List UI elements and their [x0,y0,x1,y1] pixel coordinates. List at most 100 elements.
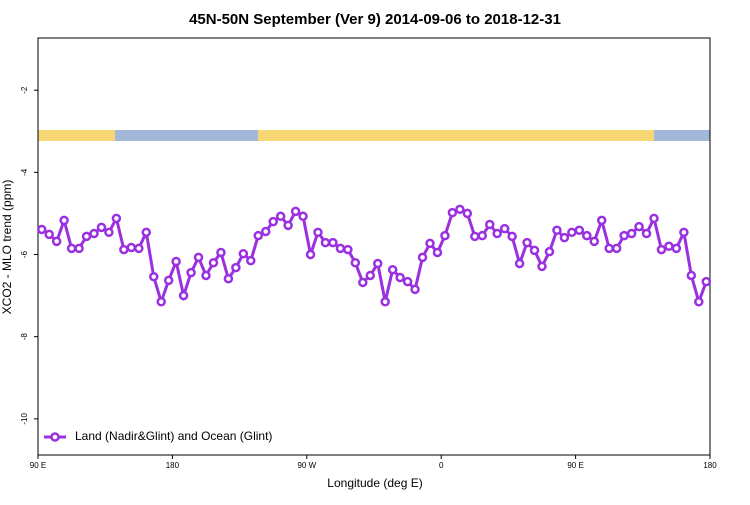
data-point [51,236,62,247]
data-point [328,237,338,248]
x-tick-label: 180 [166,461,180,470]
data-point [380,297,390,307]
data-point [208,257,219,268]
data-point [567,227,577,238]
data-point [104,227,114,238]
data-point [201,270,211,281]
data-point [358,277,368,288]
data-point [59,215,69,226]
data-point [402,276,413,287]
data-point [522,237,532,248]
data-point [119,244,129,255]
data-point [126,242,137,253]
land-band [258,130,654,141]
data-point [440,230,450,241]
data-point [275,211,286,222]
data-point [313,227,323,238]
data-point [89,228,99,239]
data-point [66,243,77,254]
data-point [148,271,159,282]
y-tick-label: -10 [20,413,29,425]
data-point [283,220,293,231]
data-point [559,232,570,243]
chart-title: 45N-50N September (Ver 9) 2014-09-06 to … [189,11,561,28]
plot-frame [37,37,711,456]
land-band [38,130,115,141]
data-point [499,223,510,234]
data-point [298,211,308,222]
data-point [335,243,346,254]
data-point [36,224,47,235]
data-point [365,270,376,281]
data-point [425,238,435,249]
data-point [484,219,495,230]
land-ocean-strip [38,130,710,141]
data-point [387,264,398,275]
y-axis-label: XCO2 - MLO trend (ppm) [0,180,14,315]
data-point [664,241,674,252]
data-point [596,215,607,226]
data-point [44,229,54,240]
y-tick-label: -4 [20,168,29,176]
data-point [96,222,107,233]
data-point [372,258,383,269]
x-tick-label: 180 [703,461,717,470]
data-point [604,243,614,254]
data-point [163,275,174,286]
data-point [641,228,652,239]
data-point [290,206,301,217]
data-point [679,227,689,238]
y-tick-label: -8 [20,333,29,341]
data-point [626,228,637,239]
data-point [514,258,525,269]
data-point [253,230,264,241]
data-point [649,213,659,224]
data-point [619,230,629,241]
data-point [492,228,502,239]
data-point [246,255,256,266]
data-point [410,284,420,295]
data-point [544,246,555,257]
legend-label: Land (Nadir&Glint) and Ocean (Glint) [75,429,272,443]
data-point [447,207,458,218]
ocean-band [115,130,258,141]
data-point [238,248,249,259]
x-axis-label: Longitude (deg E) [327,476,422,490]
data-point [320,237,331,248]
data-point [582,230,592,241]
data-point [134,243,144,254]
data-point [268,216,278,227]
data-point [462,208,473,219]
data-point [193,252,204,263]
data-point [81,231,92,242]
data-point [343,244,353,255]
series-line [40,207,708,307]
data-point [178,290,189,301]
data-point [589,236,600,247]
data-point [701,276,712,287]
data-point [260,226,271,237]
data-point [216,247,226,258]
data-point [432,247,443,258]
data-point [507,231,517,242]
data-point [552,225,562,236]
data-point [455,204,465,215]
data-point [171,256,181,267]
data-point [611,243,622,254]
data-point [74,243,84,254]
data-point [156,297,166,307]
data-point [686,270,697,281]
data-point [111,213,122,224]
data-point [694,297,704,307]
data-point [141,227,152,238]
y-tick-label: -6 [20,250,29,258]
ocean-band [654,130,710,141]
data-point [231,262,241,273]
x-tick-label: 90 E [567,461,583,470]
x-tick-label: 90 W [297,461,316,470]
x-tick-label: 90 E [30,461,46,470]
data-point [223,274,234,284]
x-tick-label: 0 [439,461,444,470]
